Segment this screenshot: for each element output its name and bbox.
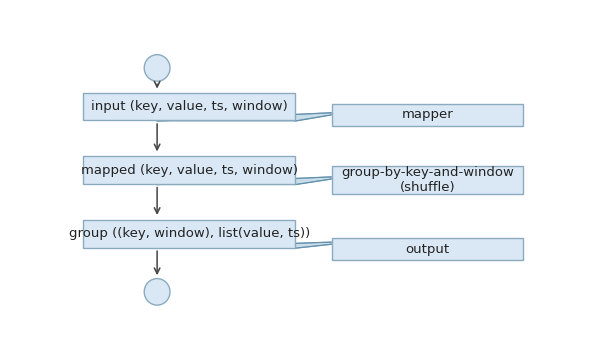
FancyBboxPatch shape: [332, 166, 523, 194]
FancyBboxPatch shape: [83, 93, 295, 121]
Text: input (key, value, ts, window): input (key, value, ts, window): [91, 100, 287, 113]
Polygon shape: [157, 242, 331, 248]
Text: output: output: [406, 243, 450, 256]
FancyBboxPatch shape: [332, 238, 523, 260]
Ellipse shape: [144, 55, 170, 81]
Text: group ((key, window), list(value, ts)): group ((key, window), list(value, ts)): [69, 227, 310, 240]
Ellipse shape: [144, 279, 170, 305]
FancyBboxPatch shape: [83, 220, 295, 248]
Text: mapper: mapper: [402, 108, 453, 121]
FancyBboxPatch shape: [83, 157, 295, 184]
Polygon shape: [157, 177, 331, 185]
Text: group-by-key-and-window
(shuffle): group-by-key-and-window (shuffle): [341, 166, 514, 194]
FancyBboxPatch shape: [332, 104, 523, 126]
Text: mapped (key, value, ts, window): mapped (key, value, ts, window): [81, 164, 298, 177]
Polygon shape: [157, 113, 331, 121]
